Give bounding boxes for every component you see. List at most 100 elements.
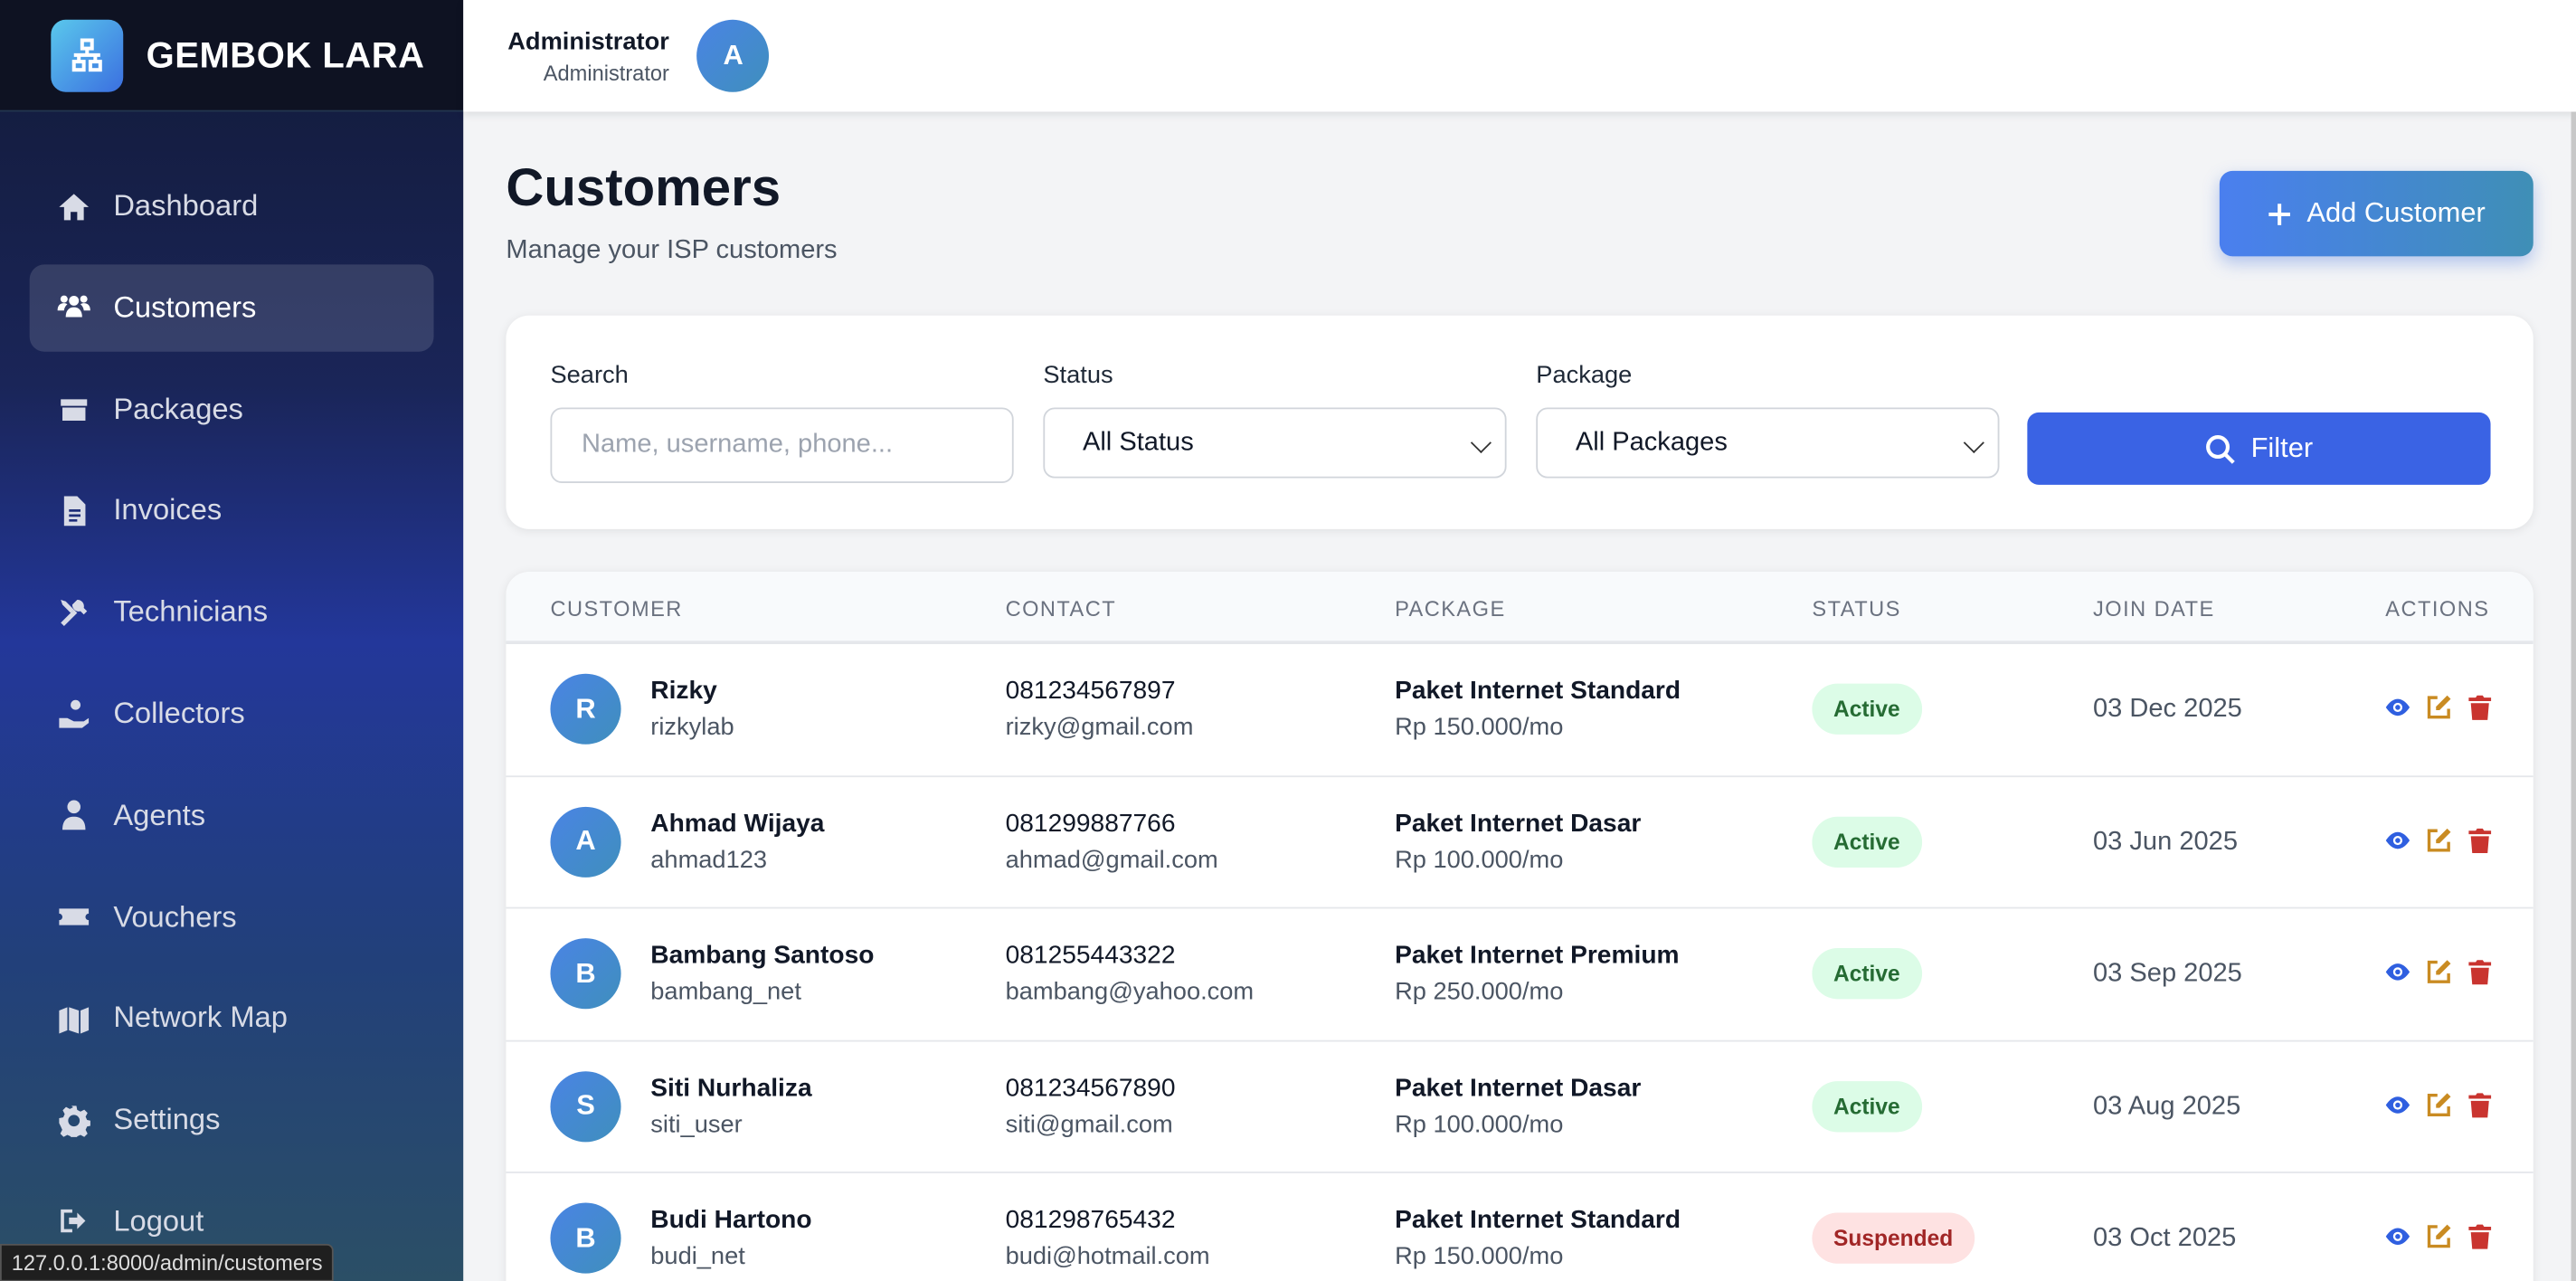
edit-icon[interactable]: [2425, 1090, 2453, 1118]
avatar[interactable]: A: [696, 19, 770, 92]
table-row: B Budi Hartono budi_net 081298765432 bud…: [506, 1173, 2533, 1281]
table-row: S Siti Nurhaliza siti_user 081234567890 …: [506, 1041, 2533, 1173]
customer-phone: 081234567897: [1005, 677, 1176, 706]
trash-icon[interactable]: [2466, 958, 2494, 986]
customer-name[interactable]: Siti Nurhaliza: [650, 1073, 812, 1102]
customer-name[interactable]: Bambang Santoso: [650, 941, 875, 970]
sidebar-item-label: Collectors: [113, 697, 245, 730]
customer-package: Paket Internet Standard: [1395, 1206, 1681, 1235]
eye-icon[interactable]: [2383, 1090, 2411, 1118]
sidebar-item-packages[interactable]: Packages: [30, 365, 434, 452]
eye-icon[interactable]: [2383, 1222, 2411, 1250]
sidebar-item-collectors[interactable]: Collectors: [30, 670, 434, 757]
trash-icon[interactable]: [2466, 693, 2494, 721]
sidebar-item-customers[interactable]: Customers: [29, 264, 434, 352]
customer-phone: 081299887766: [1005, 809, 1176, 838]
customer-package: Paket Internet Dasar: [1395, 809, 1642, 838]
top-header: Administrator Administrator A: [463, 0, 2576, 112]
customer-email: siti@gmail.com: [1005, 1109, 1173, 1138]
trash-icon[interactable]: [2466, 1222, 2494, 1250]
hand-money-icon: [59, 700, 90, 729]
column-header: STATUS: [1812, 596, 1901, 622]
search-input[interactable]: Name, username, phone...: [550, 407, 1014, 484]
table-row: R Rizky rizkylab 081234567897 rizky@gmai…: [506, 644, 2533, 777]
sidebar-item-invoices[interactable]: Invoices: [30, 468, 434, 555]
status-badge: Suspended: [1812, 1212, 1975, 1264]
sidebar-item-label: Customers: [113, 290, 257, 324]
customer-email: bambang@yahoo.com: [1005, 977, 1255, 1006]
status-select-value: All Status: [1082, 428, 1194, 457]
trash-icon[interactable]: [2466, 826, 2494, 854]
sidebar-nav: Dashboard Customers Packages Invoices Techni…: [29, 163, 434, 1280]
sidebar-item-label: Logout: [113, 1204, 204, 1238]
sidebar-item-settings[interactable]: Settings: [30, 1077, 434, 1163]
status-select[interactable]: All Status: [1043, 407, 1507, 479]
customer-name[interactable]: Ahmad Wijaya: [650, 809, 825, 838]
column-header: JOIN DATE: [2093, 596, 2215, 622]
eye-icon[interactable]: [2383, 693, 2411, 721]
join-date: 03 Jun 2025: [2093, 827, 2238, 856]
sidebar-item-network-map[interactable]: Network Map: [30, 975, 434, 1062]
status-badge: Active: [1812, 1080, 1922, 1132]
status-badge: Active: [1812, 948, 1922, 1000]
customer-username: budi_net: [650, 1242, 745, 1271]
sidebar-item-label: Settings: [113, 1103, 221, 1136]
package-price: Rp 250.000/mo: [1395, 977, 1564, 1006]
customer-name[interactable]: Budi Hartono: [650, 1206, 812, 1235]
file-invoice-icon: [63, 496, 86, 527]
network-icon: [51, 18, 124, 91]
sidebar: GEMBOK LARA Dashboard Customers Packages In…: [0, 0, 464, 1281]
scrollbar[interactable]: [2571, 111, 2576, 1281]
eye-icon[interactable]: [2383, 958, 2411, 986]
sidebar-item-label: Technicians: [113, 594, 269, 629]
customer-username: bambang_net: [650, 977, 801, 1006]
add-customer-button[interactable]: Add Customer: [2219, 170, 2533, 257]
brand[interactable]: GEMBOK LARA: [0, 0, 464, 112]
sidebar-item-dashboard[interactable]: Dashboard: [30, 163, 434, 250]
customer-package: Paket Internet Dasar: [1395, 1073, 1642, 1102]
ticket-icon: [59, 908, 90, 925]
gear-icon: [59, 1105, 90, 1137]
home-icon: [59, 193, 90, 220]
tools-icon: [61, 599, 88, 626]
edit-icon[interactable]: [2425, 693, 2453, 721]
sidebar-item-technicians[interactable]: Technicians: [30, 569, 434, 656]
sidebar-item-logout[interactable]: Logout: [30, 1178, 434, 1265]
row-actions: [2383, 693, 2494, 721]
customer-avatar: S: [550, 1070, 621, 1142]
package-select[interactable]: All Packages: [1536, 407, 2000, 479]
customer-username: siti_user: [650, 1109, 743, 1138]
user-name: Administrator: [507, 26, 669, 55]
page-subtitle: Manage your ISP customers: [506, 236, 838, 265]
customer-avatar: B: [550, 1202, 621, 1274]
sidebar-item-vouchers[interactable]: Vouchers: [30, 874, 434, 961]
customer-avatar: B: [550, 938, 621, 1010]
column-header: ACTIONS: [2385, 596, 2490, 622]
status-badge: Active: [1812, 683, 1922, 735]
table-row: B Bambang Santoso bambang_net 0812554433…: [506, 908, 2533, 1041]
package-price: Rp 100.000/mo: [1395, 845, 1564, 874]
customer-email: budi@hotmail.com: [1005, 1242, 1210, 1271]
plus-icon: [2268, 203, 2291, 224]
eye-icon[interactable]: [2383, 826, 2411, 854]
column-header: PACKAGE: [1395, 596, 1506, 622]
sidebar-item-label: Invoices: [113, 493, 223, 527]
search-group: Search Name, username, phone...: [550, 362, 1014, 484]
page-title: Customers: [506, 157, 781, 217]
sidebar-item-label: Vouchers: [113, 899, 237, 933]
status-badge: Active: [1812, 815, 1922, 868]
trash-icon[interactable]: [2466, 1090, 2494, 1118]
join-date: 03 Aug 2025: [2093, 1091, 2241, 1120]
customer-avatar: R: [550, 673, 621, 745]
customer-avatar: A: [550, 805, 621, 878]
user-info[interactable]: Administrator Administrator: [507, 27, 669, 85]
package-price: Rp 150.000/mo: [1395, 713, 1564, 742]
edit-icon[interactable]: [2425, 1222, 2453, 1250]
filter-button[interactable]: Filter: [2027, 412, 2491, 485]
brand-name: GEMBOK LARA: [146, 33, 425, 75]
edit-icon[interactable]: [2425, 826, 2453, 854]
sidebar-item-agents[interactable]: Agents: [30, 772, 434, 859]
chevron-down-icon: [1963, 432, 1984, 454]
customer-name[interactable]: Rizky: [650, 677, 717, 706]
edit-icon[interactable]: [2425, 958, 2453, 986]
